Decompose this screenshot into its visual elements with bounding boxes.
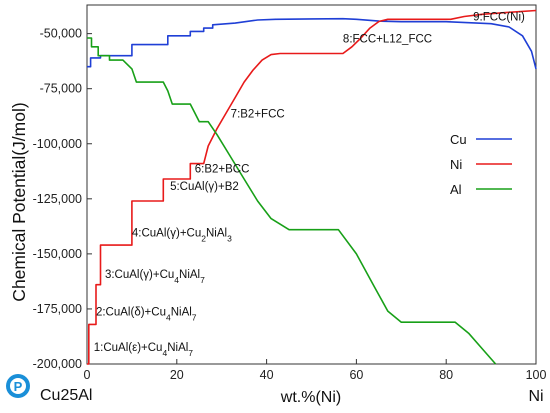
plot-frame	[86, 4, 537, 365]
y-tick-label: -50,000	[40, 27, 82, 41]
axes: 0 20 40 60 80 100 -200,000 -175,000 -150,000 -125…	[33, 4, 547, 382]
series-line-cu	[87, 17, 537, 70]
phase-label: 2:CuAl(δ)+Cu4NiAl7	[96, 307, 197, 323]
x-tick-label: 80	[439, 368, 453, 382]
legend: Cu Ni Al	[450, 132, 512, 197]
y-axis-label: Chemical Potential(J/mol)	[9, 102, 29, 301]
legend-label: Ni	[450, 157, 462, 172]
y-tick-label: -100,000	[33, 137, 82, 151]
phase-label: 6:B2+BCC	[195, 163, 250, 175]
phase-label: 9:FCC(Ni)	[473, 11, 525, 23]
x-tick-label: 40	[260, 368, 274, 382]
x-tick-label: 20	[170, 368, 184, 382]
series-lines	[87, 9, 537, 365]
logo: P	[6, 374, 30, 398]
x-axis-end-element-label: Ni	[528, 388, 543, 405]
logo-ring	[10, 378, 26, 394]
x-tick-label: 0	[84, 368, 91, 382]
logo-letter: P	[14, 379, 23, 394]
y-tick-label: -175,000	[33, 302, 82, 316]
y-tick-label: -200,000	[33, 357, 82, 371]
phase-label: 7:B2+FCC	[231, 108, 285, 120]
legend-label: Al	[450, 182, 462, 197]
system-label: Cu25Al	[40, 387, 92, 404]
y-tick-label: -150,000	[33, 247, 82, 261]
series-line-ni	[87, 9, 537, 365]
phase-label: 1:CuAl(ε)+Cu4NiAl7	[94, 342, 194, 358]
x-axis-label: wt.%(Ni)	[280, 389, 341, 406]
phase-annotations: 9:FCC(Ni) 8:FCC+L12_FCC 7:B2+FCC 6:B2+BCC 5:…	[94, 11, 525, 357]
y-tick-label: -75,000	[40, 82, 82, 96]
phase-label: 5:CuAl(γ)+B2	[170, 181, 239, 193]
x-tick-label: 100	[526, 368, 547, 382]
phase-label: 8:FCC+L12_FCC	[343, 33, 432, 45]
phase-label: 4:CuAl(γ)+Cu2NiAl3	[132, 227, 232, 243]
legend-label: Cu	[450, 132, 467, 147]
x-tick-label: 60	[349, 368, 363, 382]
series-line-al	[87, 37, 497, 365]
y-tick-label: -125,000	[33, 192, 82, 206]
phase-label: 3:CuAl(γ)+Cu4NiAl7	[105, 269, 205, 285]
